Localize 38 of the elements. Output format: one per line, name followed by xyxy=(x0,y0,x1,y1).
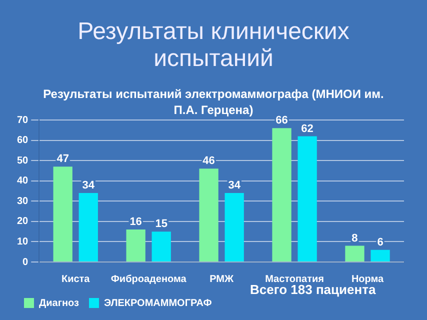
x-tick-label: Киста xyxy=(61,274,90,285)
bar xyxy=(224,193,244,262)
y-tick-label: 40 xyxy=(17,176,29,187)
y-tick-label: 0 xyxy=(22,256,29,268)
bar xyxy=(199,168,218,262)
x-tick-label: Норма xyxy=(351,274,384,285)
bar xyxy=(78,193,98,262)
data-label: 16 xyxy=(130,216,142,228)
y-tick-label: 70 xyxy=(17,114,29,126)
data-label: 34 xyxy=(228,180,242,192)
data-label: 46 xyxy=(202,155,215,168)
bar xyxy=(126,230,146,262)
data-label: 6 xyxy=(377,236,384,248)
data-label: 62 xyxy=(301,122,314,135)
data-label: 8 xyxy=(352,232,358,244)
y-tick-label: 10 xyxy=(17,236,29,248)
bar xyxy=(370,250,390,262)
data-label: 66 xyxy=(276,114,288,127)
y-tick-label: 20 xyxy=(17,216,29,228)
bar xyxy=(53,166,72,262)
x-tick-label: РМЖ xyxy=(210,274,234,285)
data-label: 15 xyxy=(155,218,168,230)
bar xyxy=(152,232,171,262)
legend-label: Диагноз xyxy=(39,298,80,309)
x-tick-label: Фиброаденома xyxy=(110,274,187,285)
chart-subtitle: Результаты испытаний электромаммографа (МНИОИ им. П.А. Герцена) xyxy=(43,87,384,117)
y-tick-label: 60 xyxy=(17,135,29,146)
bar xyxy=(272,128,292,262)
chart-title: Результаты клинических испытаний xyxy=(76,18,350,72)
data-label: 47 xyxy=(56,153,69,166)
y-tick-label: 50 xyxy=(17,155,29,166)
x-tick-label: Мастопатия xyxy=(265,274,324,285)
bar xyxy=(298,136,317,262)
y-tick-label: 30 xyxy=(17,196,29,207)
bar xyxy=(345,246,364,262)
legend-label: ЭЛЕКРОМАММОГРАФ xyxy=(104,298,212,309)
text: Всего 183 пациента xyxy=(250,282,376,297)
data-label: 34 xyxy=(82,180,96,192)
